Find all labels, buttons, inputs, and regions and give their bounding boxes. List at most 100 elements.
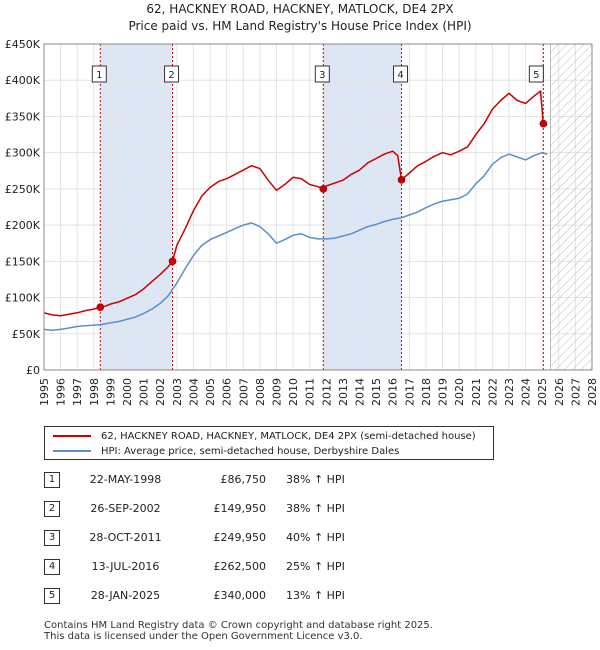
- legend-item-hpi: HPI: Average price, semi-detached house,…: [53, 444, 399, 458]
- sale-hpi-change: 38% ↑ HPI: [286, 502, 345, 515]
- x-tick-label: 2025: [536, 378, 549, 406]
- sale-marker-box: 2: [164, 65, 180, 83]
- y-tick-label: £350K: [5, 110, 41, 123]
- x-tick-label: 2001: [138, 378, 151, 406]
- x-tick-label: 2009: [270, 378, 283, 406]
- sale-hpi-change: 38% ↑ HPI: [286, 473, 345, 486]
- property-price-line: [43, 90, 548, 317]
- table-row: 4 13-JUL-2016 £262,500 25% ↑ HPI: [44, 559, 464, 577]
- sale-point: [319, 185, 328, 193]
- x-tick-label: 1996: [55, 378, 68, 406]
- sale-price: £149,950: [213, 502, 267, 515]
- sale-marker-frame: [528, 65, 544, 83]
- sale-price: £262,500: [213, 560, 267, 573]
- sale-hpi-change: 40% ↑ HPI: [286, 531, 345, 544]
- sale-number-badge: 2: [44, 501, 60, 517]
- sale-marker-box: 5: [528, 65, 544, 83]
- sale-date: 13-JUL-2016: [91, 560, 160, 573]
- sale-interval-shade: [323, 44, 402, 370]
- footer-line-licence: This data is licensed under the Open Gov…: [44, 631, 363, 642]
- sale-marker-frame: [393, 65, 409, 83]
- table-row: 1 22-MAY-1998 £86,750 38% ↑ HPI: [44, 472, 464, 490]
- x-tick-label: 2000: [121, 378, 134, 406]
- sale-marker-label: 5: [533, 70, 539, 81]
- footer-attribution: Contains HM Land Registry data © Crown c…: [44, 620, 433, 642]
- sale-hpi-change: 13% ↑ HPI: [286, 589, 345, 602]
- sale-marker-label: 2: [168, 70, 174, 81]
- sale-point: [397, 176, 406, 184]
- sale-point: [539, 119, 548, 128]
- y-tick-label: £250K: [5, 183, 41, 196]
- x-tick-label: 1995: [38, 378, 51, 406]
- sale-hpi-change: 25% ↑ HPI: [286, 560, 345, 573]
- chart-title: 62, HACKNEY ROAD, HACKNEY, MATLOCK, DE4 …: [146, 2, 454, 16]
- legend-swatch-hpi: [53, 450, 91, 452]
- x-tick-label: 2004: [187, 378, 200, 406]
- sale-marker-box: 1: [91, 65, 107, 83]
- forecast-hatch: [549, 43, 593, 371]
- x-tick-label: 2021: [470, 378, 483, 406]
- table-row: 2 26-SEP-2002 £149,950 38% ↑ HPI: [44, 501, 464, 519]
- price-chart: 1 2 3 4 5 £0 £50K £100K £150K £200K £250K £300K £35…: [5, 38, 599, 406]
- sale-marker-box: 4: [393, 65, 409, 83]
- x-tick-label: 2017: [403, 378, 416, 406]
- x-tick-label: 1998: [88, 378, 101, 406]
- sale-marker-label: 3: [319, 70, 325, 81]
- x-tick-label: 2028: [586, 378, 599, 406]
- sale-price: £340,000: [213, 589, 267, 602]
- legend-label-property: 62, HACKNEY ROAD, HACKNEY, MATLOCK, DE4 …: [101, 430, 476, 442]
- sale-marker-frame: [314, 65, 330, 83]
- y-tick-label: £300K: [5, 147, 41, 160]
- chart-legend: 62, HACKNEY ROAD, HACKNEY, MATLOCK, DE4 …: [44, 426, 494, 460]
- table-row: 5 28-JAN-2025 £340,000 13% ↑ HPI: [44, 588, 464, 606]
- plot-frame: [43, 43, 593, 371]
- x-tick-label: 2007: [237, 378, 250, 406]
- sale-point: [96, 303, 105, 311]
- sale-point: [168, 257, 177, 266]
- hpi-line: [43, 151, 548, 331]
- y-tick-label: £150K: [5, 255, 41, 268]
- sale-date: 28-OCT-2011: [89, 531, 162, 544]
- x-tick-label: 2006: [221, 378, 234, 406]
- chart-subtitle: Price paid vs. HM Land Registry's House …: [128, 19, 472, 33]
- legend-item-property: 62, HACKNEY ROAD, HACKNEY, MATLOCK, DE4 …: [53, 429, 476, 443]
- x-tick-label: 2005: [204, 378, 217, 406]
- sale-marker-frame: [164, 65, 180, 83]
- sale-price: £249,950: [213, 531, 267, 544]
- legend-swatch-property: [53, 435, 91, 437]
- x-tick-label: 2014: [354, 378, 367, 406]
- sale-date: 22-MAY-1998: [89, 473, 162, 486]
- y-tick-label: £450K: [5, 38, 41, 51]
- x-tick-label: 1999: [104, 378, 117, 406]
- x-tick-label: 2011: [304, 378, 317, 406]
- x-tick-label: 2022: [486, 378, 499, 406]
- x-tick-label: 1997: [71, 378, 84, 406]
- x-tick-label: 2010: [287, 378, 300, 406]
- x-tick-label: 2015: [370, 378, 383, 406]
- sale-interval-shade: [100, 44, 173, 370]
- x-tick-label: 2019: [437, 378, 450, 406]
- x-tick-label: 2013: [337, 378, 350, 406]
- x-tick-label: 2008: [254, 378, 267, 406]
- y-tick-label: £200K: [5, 219, 41, 232]
- sale-number-badge: 3: [44, 530, 60, 546]
- y-tick-label: £100K: [5, 292, 41, 305]
- table-row: 3 28-OCT-2011 £249,950 40% ↑ HPI: [44, 530, 464, 548]
- sale-number-badge: 4: [44, 559, 60, 575]
- y-tick-label: £400K: [5, 74, 41, 87]
- sale-marker-box: 3: [314, 65, 330, 83]
- sale-date: 28-JAN-2025: [90, 589, 161, 602]
- x-tick-label: 2026: [553, 378, 566, 406]
- x-tick-label: 2023: [503, 378, 516, 406]
- sale-date: 26-SEP-2002: [90, 502, 161, 515]
- x-tick-label: 2002: [154, 378, 167, 406]
- sale-marker-label: 4: [397, 70, 403, 81]
- y-tick-label: £50K: [12, 328, 41, 341]
- sale-marker-frame: [91, 65, 107, 83]
- sale-price: £86,750: [220, 473, 267, 486]
- sale-marker-label: 1: [96, 70, 102, 81]
- x-tick-label: 2024: [520, 378, 533, 406]
- x-tick-label: 2020: [453, 378, 466, 406]
- x-tick-label: 2003: [171, 378, 184, 406]
- footer-line-copyright: Contains HM Land Registry data © Crown c…: [44, 620, 433, 631]
